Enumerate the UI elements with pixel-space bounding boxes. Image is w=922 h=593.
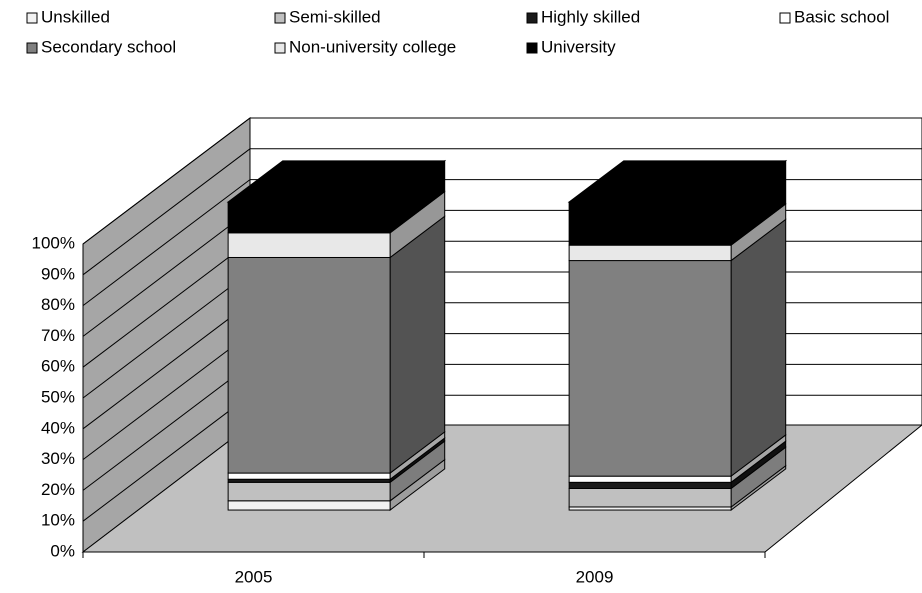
bar: [568, 481, 732, 489]
y-tick-label: 90%: [41, 264, 75, 283]
bar: [227, 481, 391, 502]
y-tick-label: 60%: [41, 357, 75, 376]
bar: [568, 260, 732, 477]
x-tick-label: 2009: [576, 567, 614, 586]
grid-line: [82, 302, 251, 430]
bar-side-shade: [731, 447, 786, 507]
legend-swatch: [526, 12, 538, 24]
grid-line: [82, 271, 251, 399]
legend-label: Non-university college: [289, 37, 456, 56]
legend-label: Semi-skilled: [289, 7, 381, 26]
grid-line: [82, 364, 251, 491]
bar-side-shade: [731, 219, 786, 477]
bar: [227, 500, 391, 511]
y-tick-label: 100%: [32, 233, 75, 252]
legend-swatch: [274, 42, 286, 54]
bar-side-shade: [390, 438, 445, 483]
y-tick-label: 10%: [41, 511, 75, 530]
bar: [227, 256, 391, 474]
bar-side-shade: [731, 465, 786, 511]
bar-side-shade: [390, 216, 445, 474]
legend-swatch: [26, 12, 38, 24]
legend-swatch: [779, 12, 791, 24]
bar-side-shade: [390, 160, 445, 233]
legend-label: Unskilled: [41, 7, 110, 26]
grid-line: [82, 394, 251, 522]
bar: [227, 201, 391, 234]
bar-side-shade: [731, 160, 786, 246]
bar: [227, 232, 391, 258]
legend-swatch: [526, 42, 538, 54]
legend-label: Highly skilled: [541, 7, 640, 26]
bar: [568, 487, 732, 508]
bar-side-shade: [390, 191, 445, 258]
legend-label: Basic school: [794, 7, 889, 26]
y-tick-label: 0%: [50, 541, 75, 560]
legend-swatch: [26, 42, 38, 54]
bar-side-shade: [390, 431, 445, 480]
bar-side-shade: [731, 434, 786, 483]
y-tick-label: 70%: [41, 326, 75, 345]
y-tick-label: 40%: [41, 418, 75, 437]
grid-line: [82, 210, 251, 337]
bar: [568, 475, 732, 483]
bar-side-shade: [390, 441, 445, 501]
bar: [568, 201, 732, 246]
bar-side-shade: [731, 441, 786, 489]
grid-line: [82, 333, 251, 460]
y-tick-label: 20%: [41, 480, 75, 499]
legend-swatch: [274, 12, 286, 24]
bar-top: [567, 160, 788, 203]
grid-line: [82, 148, 251, 276]
grid-line: [82, 240, 251, 368]
y-tick-label: 50%: [41, 387, 75, 406]
bar: [568, 244, 732, 262]
grid-line: [82, 179, 251, 306]
grid-line: [82, 117, 251, 245]
legend-label: Secondary school: [41, 37, 176, 56]
x-tick-label: 2005: [235, 567, 273, 586]
bar-side-shade: [390, 459, 445, 511]
y-tick-label: 30%: [41, 449, 75, 468]
y-tick-label: 80%: [41, 295, 75, 314]
bar: [227, 472, 391, 480]
legend-label: University: [541, 37, 616, 56]
bar-top: [226, 160, 447, 203]
bar-side-shade: [731, 203, 786, 261]
